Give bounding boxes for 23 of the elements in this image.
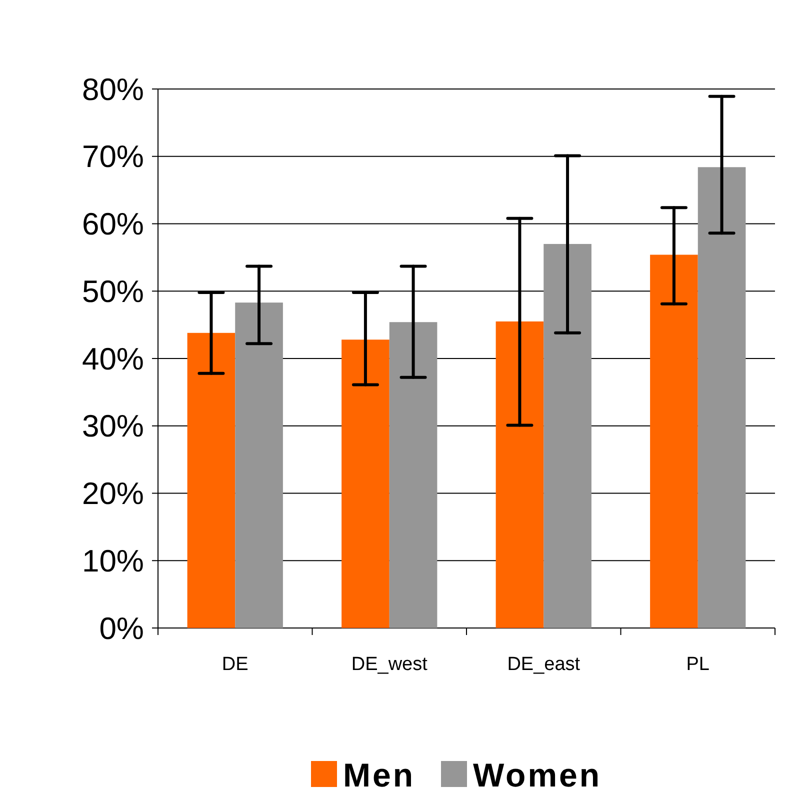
y-tick-label: 10% [82,543,144,578]
y-tick-label: 50% [82,274,144,309]
x-tick-label: PL [686,654,710,675]
legend-label: Women [473,756,602,794]
bar [650,254,698,628]
x-tick-label: DE_east [507,654,581,675]
x-tick-label: DE [222,654,248,675]
bar [187,332,236,628]
y-tick-label: 20% [82,476,144,512]
y-tick-label: 80% [82,72,144,107]
bar [496,321,544,628]
bar [698,167,746,628]
y-tick-label: 0% [99,610,144,646]
legend-label: Men [343,756,415,794]
bar [544,244,592,628]
bar [342,340,390,628]
bar [389,322,438,628]
y-tick-label: 60% [82,206,144,242]
bar [235,302,283,628]
y-tick-label: 70% [82,139,144,174]
y-tick-label: 30% [82,408,144,444]
y-tick-label: 40% [82,341,144,376]
x-tick-label: DE_west [351,654,428,675]
